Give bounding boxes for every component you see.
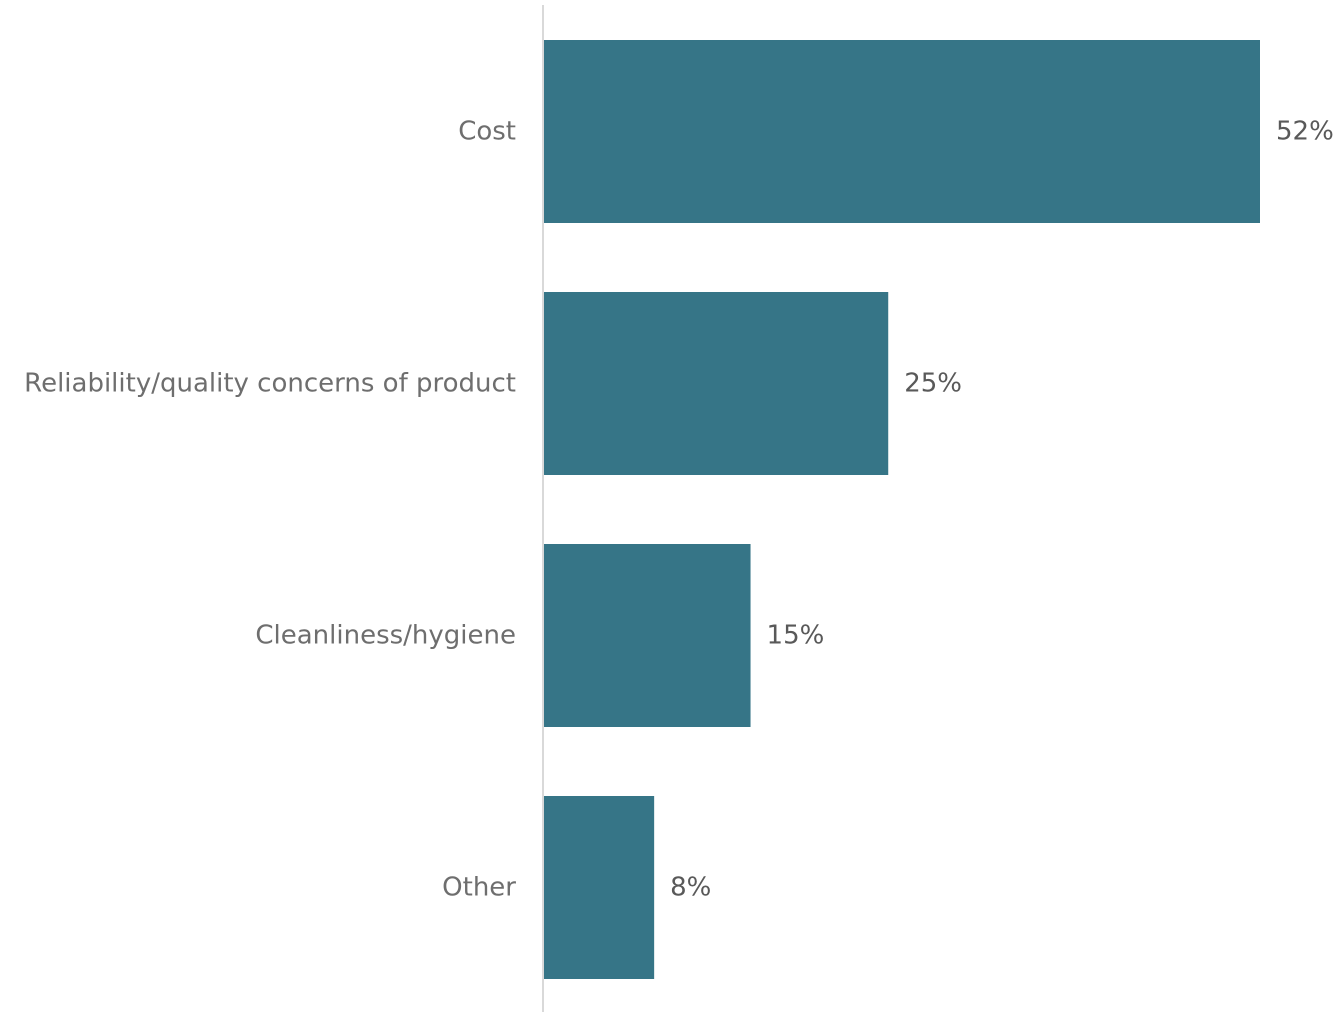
value-label-other: 8%	[670, 873, 711, 903]
category-label-cost: Cost	[458, 117, 516, 147]
bar-cleanliness-hygiene	[544, 544, 751, 727]
bar-reliability-quality-concerns-of-product	[544, 292, 889, 475]
value-label-reliability-quality-concerns-of-product: 25%	[904, 369, 962, 399]
value-label-cleanliness-hygiene: 15%	[767, 621, 825, 651]
category-labels-group: Cost Reliability/quality concerns of prod…	[24, 117, 516, 903]
bar-cost	[544, 40, 1260, 223]
bar-other	[544, 796, 655, 979]
category-label-other: Other	[442, 873, 516, 903]
category-label-reliability-quality-concerns-of-product: Reliability/quality concerns of product	[24, 369, 516, 399]
value-label-cost: 52%	[1276, 117, 1334, 147]
bars-group	[544, 40, 1260, 979]
category-label-cleanliness-hygiene: Cleanliness/hygiene	[255, 621, 516, 651]
value-labels-group: 52% 25% 15% 8%	[670, 117, 1334, 903]
